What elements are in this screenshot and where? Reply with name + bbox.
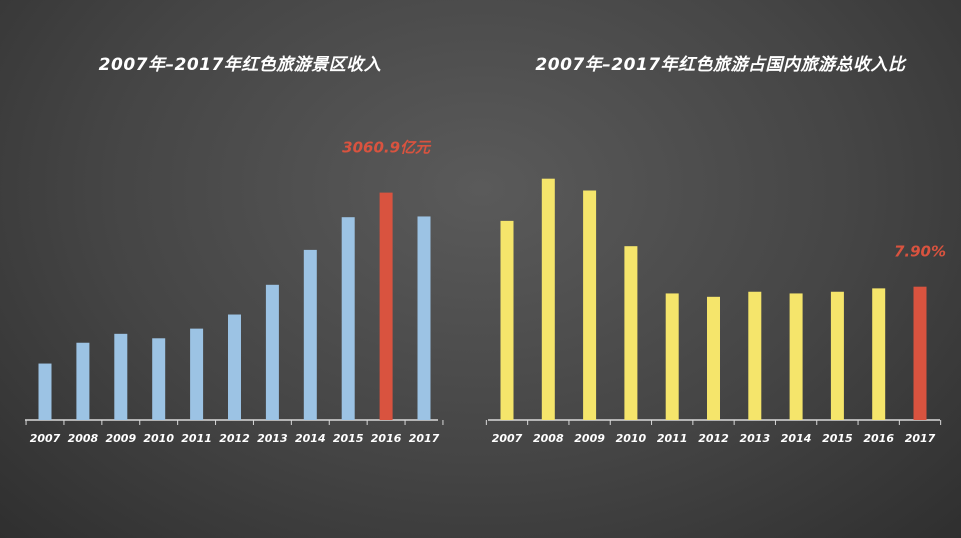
share-tick-label-2007: 2007	[492, 432, 523, 445]
revenue-tick-label-2015: 2015	[333, 432, 364, 445]
revenue-tick-label-2016: 2016	[371, 432, 402, 445]
revenue-bar-2009	[114, 333, 128, 420]
share-bar-chart: 2007 2008 2009 2010 2011 2012 2013 2014 2015 2016…	[485, 178, 946, 445]
share-bar-2011	[665, 293, 679, 420]
revenue-tick-label-2013: 2013	[257, 432, 288, 445]
share-tick-label-2014: 2014	[781, 432, 812, 445]
revenue-bar-2013	[265, 284, 279, 420]
share-bar-2009	[583, 190, 597, 420]
revenue-tick-label-2007: 2007	[30, 432, 61, 445]
revenue-bar-2015	[341, 217, 355, 420]
share-bar-2013	[748, 291, 762, 420]
revenue-tick-label-2008: 2008	[68, 432, 99, 445]
share-bar-2007	[500, 220, 514, 420]
share-tick-label-2015: 2015	[822, 432, 853, 445]
revenue-chart-panel: 2007年–2017年红色旅游景区收入 2007 2008 2009 2010 2011…	[0, 0, 480, 538]
revenue-bar-chart: 2007 2008 2009 2010 2011 2012 2013 2014 2015 2016…	[25, 139, 444, 445]
share-tick-label-2008: 2008	[533, 432, 564, 445]
share-tick-label-2011: 2011	[657, 432, 688, 445]
share-bar-2010	[624, 246, 638, 420]
share-bar-2012	[707, 296, 720, 420]
revenue-tick-label-2017: 2017	[409, 432, 440, 445]
revenue-highlight-annotation: 3060.9亿元	[342, 139, 432, 157]
revenue-tick-label-2009: 2009	[105, 432, 136, 445]
share-bar-2015	[830, 291, 844, 420]
revenue-bar-2008	[76, 342, 90, 420]
revenue-bar-2016	[379, 192, 393, 420]
revenue-tick-label-2010: 2010	[143, 432, 174, 445]
share-bar-2017	[913, 286, 927, 420]
share-bar-2016	[872, 288, 886, 420]
revenue-bar-2012	[228, 314, 241, 420]
share-tick-label-2012: 2012	[698, 432, 729, 445]
share-tick-label-2010: 2010	[616, 432, 647, 445]
revenue-bar-2014	[303, 249, 317, 420]
revenue-chart-title: 2007年–2017年红色旅游景区收入	[98, 55, 382, 75]
share-bar-2014	[789, 293, 803, 420]
share-chart-title: 2007年–2017年红色旅游占国内旅游总收入比	[535, 55, 906, 75]
share-tick-label-2009: 2009	[574, 432, 605, 445]
revenue-bar-2007	[38, 363, 52, 420]
share-chart-panel: 2007年–2017年红色旅游占国内旅游总收入比 2007 2008 2009 201…	[480, 0, 961, 538]
share-tick-label-2017: 2017	[905, 432, 936, 445]
share-highlight-annotation: 7.90%	[894, 243, 946, 261]
revenue-bar-2017	[417, 216, 431, 420]
revenue-tick-label-2014: 2014	[295, 432, 326, 445]
revenue-tick-label-2012: 2012	[219, 432, 250, 445]
revenue-bar-2010	[152, 338, 166, 420]
revenue-bar-2011	[190, 328, 204, 420]
share-tick-label-2016: 2016	[863, 432, 894, 445]
revenue-tick-label-2011: 2011	[181, 432, 212, 445]
share-bar-2008	[541, 178, 555, 420]
share-tick-label-2013: 2013	[739, 432, 770, 445]
